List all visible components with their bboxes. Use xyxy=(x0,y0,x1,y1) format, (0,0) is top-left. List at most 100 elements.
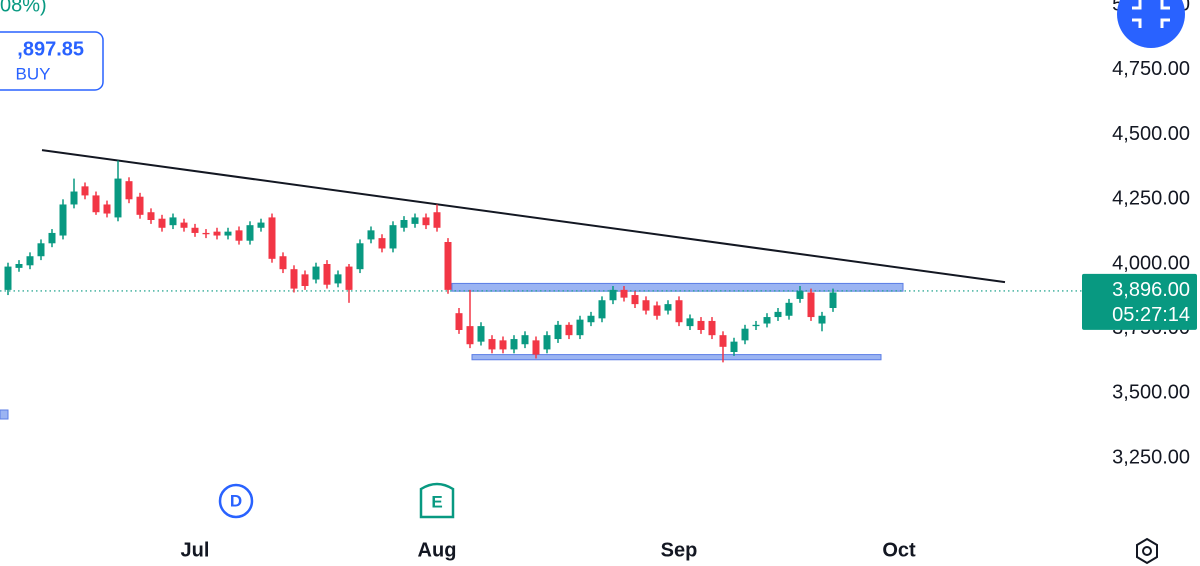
candle-body xyxy=(675,300,683,323)
settings-icon-center xyxy=(1142,546,1152,556)
candle-body xyxy=(510,339,518,350)
candle-body xyxy=(521,335,529,345)
price-band xyxy=(471,354,882,361)
candle-body xyxy=(378,238,386,249)
candle-body xyxy=(125,181,133,200)
badge-price: ,897.85 xyxy=(17,38,84,60)
trendline xyxy=(41,149,1006,284)
earnings-marker[interactable] xyxy=(419,482,455,519)
candle-body xyxy=(609,289,617,301)
candle-body xyxy=(752,324,760,327)
candle-body xyxy=(664,304,672,311)
candle-body xyxy=(70,191,78,205)
candle-body xyxy=(620,289,628,298)
candle-body xyxy=(37,243,45,257)
y-tick-label: 3,500.00 xyxy=(1112,382,1190,404)
x-tick-label: Aug xyxy=(418,539,457,561)
price-axis: 3,250.003,500.003,750.004,000.004,250.00… xyxy=(1082,0,1197,468)
candle-body xyxy=(631,295,639,305)
candle-body xyxy=(532,340,540,355)
settings-icon[interactable] xyxy=(1136,537,1158,565)
buy-badge[interactable] xyxy=(0,31,104,91)
plot-area xyxy=(0,149,1082,363)
candle-body xyxy=(642,300,650,311)
candle-body xyxy=(257,222,265,228)
candle-body xyxy=(202,232,210,235)
candle-body xyxy=(235,230,243,241)
candle-body xyxy=(763,317,771,324)
candle-body xyxy=(422,217,430,226)
candle-body xyxy=(730,341,738,352)
compress-icon xyxy=(1132,0,1170,28)
candle-body xyxy=(741,328,749,341)
x-tick-label: Jul xyxy=(181,539,210,561)
y-tick-label: 4,000.00 xyxy=(1112,252,1190,274)
candle-body xyxy=(92,195,100,213)
candle-body xyxy=(774,311,782,318)
candle-body xyxy=(356,243,364,270)
candle-body xyxy=(466,326,474,345)
candle-body xyxy=(59,204,67,236)
candle-body xyxy=(279,256,287,270)
candle-body xyxy=(785,302,793,316)
last-price-box xyxy=(1082,273,1197,330)
candle-body xyxy=(708,320,716,336)
candle-body xyxy=(323,264,331,285)
dividend-letter: D xyxy=(230,491,242,510)
candle-body xyxy=(246,225,254,241)
candle-body xyxy=(455,313,463,330)
candle-body xyxy=(444,242,452,290)
candle-body xyxy=(147,212,155,220)
candle-body xyxy=(268,217,276,259)
candle-body xyxy=(554,324,562,340)
earnings-letter: E xyxy=(431,492,442,511)
x-tick-label: Oct xyxy=(882,539,916,561)
drawing-stub xyxy=(0,409,9,420)
dividend-marker[interactable] xyxy=(218,483,254,519)
candle-body xyxy=(224,231,232,236)
candle-body xyxy=(180,222,188,228)
candle-body xyxy=(818,315,826,324)
candle-body xyxy=(587,315,595,323)
candle-body xyxy=(686,318,694,327)
y-tick-label: 4,500.00 xyxy=(1112,123,1190,145)
candle-body xyxy=(103,204,111,214)
candle-body xyxy=(301,274,309,286)
candle-body xyxy=(653,305,661,316)
candle-body xyxy=(598,300,606,319)
candle-body xyxy=(367,230,375,240)
candle-body xyxy=(477,326,485,342)
candle-body xyxy=(400,220,408,228)
candle-body xyxy=(411,217,419,224)
candle-body xyxy=(81,186,89,196)
candle-body xyxy=(719,335,727,347)
candle-body xyxy=(389,225,397,249)
candle-body xyxy=(4,266,12,290)
badge-action: BUY xyxy=(16,64,51,83)
candle-body xyxy=(499,340,507,350)
candle-body xyxy=(48,232,56,244)
candle-body xyxy=(169,217,177,226)
candle-body xyxy=(312,266,320,280)
candle-body xyxy=(15,264,23,268)
candle-body xyxy=(290,269,298,289)
candle-body xyxy=(334,274,342,284)
x-tick-label: Sep xyxy=(661,539,698,561)
candle-body xyxy=(114,178,122,218)
price-band xyxy=(451,282,904,292)
candle-body xyxy=(136,196,144,215)
candle-body xyxy=(26,256,34,266)
candle-body xyxy=(158,218,166,228)
compress-button[interactable] xyxy=(1117,0,1185,48)
y-tick-label: 3,250.00 xyxy=(1112,446,1190,468)
candle-body xyxy=(796,291,804,299)
candle-body xyxy=(807,292,815,318)
candle-body xyxy=(345,266,353,290)
candle-body xyxy=(488,339,496,350)
candle-body xyxy=(697,320,705,330)
y-tick-label: 4,250.00 xyxy=(1112,188,1190,210)
candle-body xyxy=(543,335,551,350)
candle-body xyxy=(213,231,221,236)
candle-body xyxy=(829,292,837,308)
